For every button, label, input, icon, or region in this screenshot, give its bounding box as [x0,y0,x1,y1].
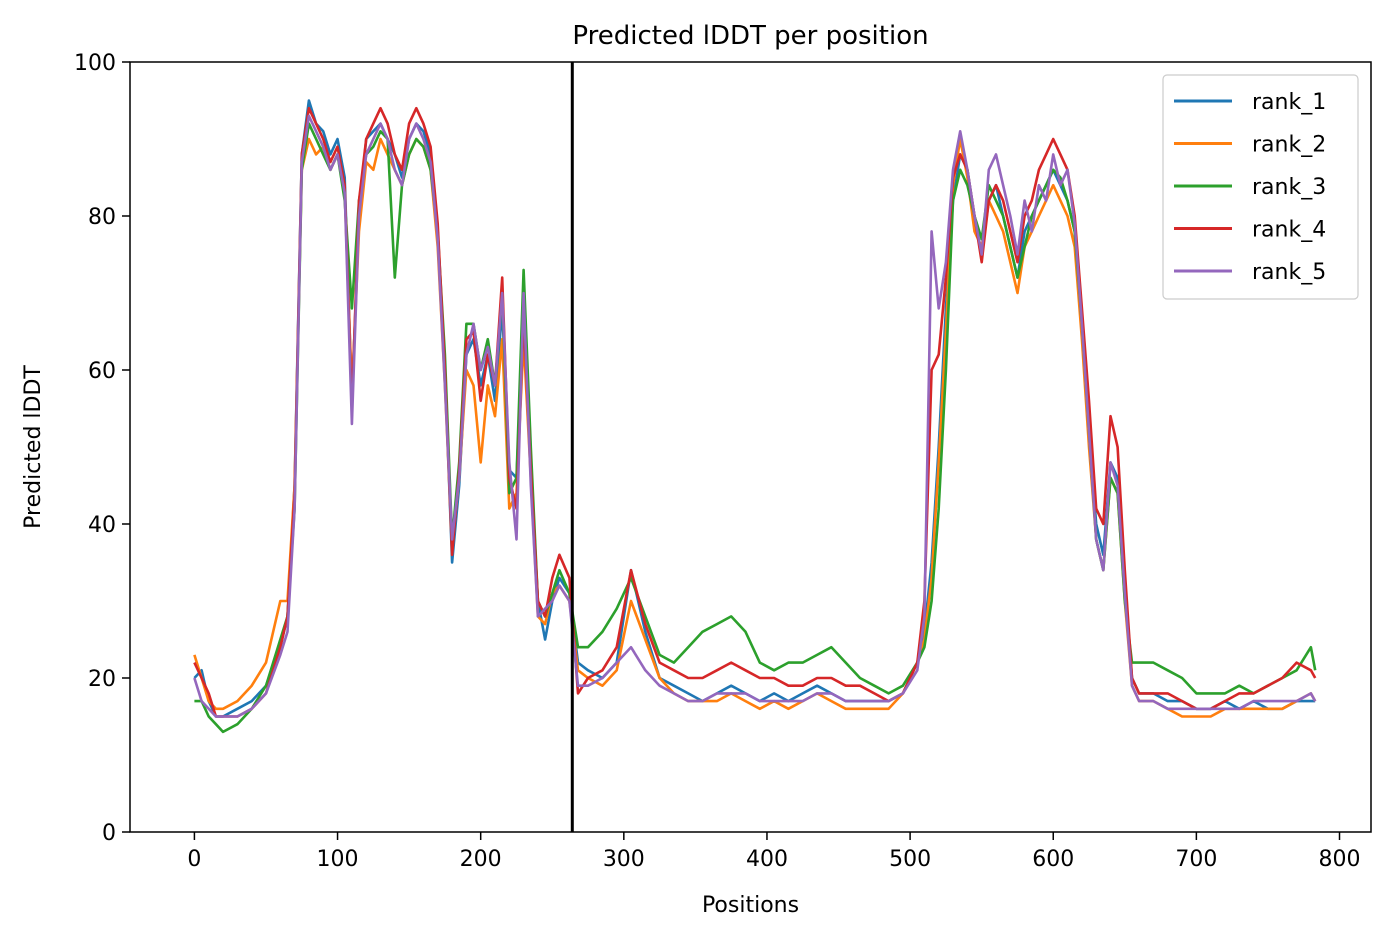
x-tick-label: 800 [1319,847,1361,872]
legend: rank_1 rank_2 rank_3 rank_4 rank_5 [1162,74,1359,300]
series-layer [193,99,1317,734]
x-axis-label: Positions [702,893,799,918]
y-tick-label: 100 [74,51,116,76]
y-tick-label: 0 [102,821,116,846]
plot-frame [129,61,1372,833]
legend-label-rank_2: rank_2 [1252,133,1326,158]
x-tick-label: 600 [1032,847,1074,872]
series-line-rank_4 [193,106,1317,718]
x-tick-label: 100 [317,847,359,872]
x-tick-label: 200 [460,847,502,872]
legend-label-rank_3: rank_3 [1252,175,1326,200]
x-tick-label: 400 [746,847,788,872]
chart-title: Predicted lDDT per position [572,21,928,51]
x-tick-label: 500 [889,847,931,872]
legend-label-rank_5: rank_5 [1252,260,1326,285]
x-axis-ticks: 0 100 200 300 400 500 600 700 800 [187,832,1361,872]
y-axis-label: Predicted lDDT [21,365,46,529]
series-line-rank_5 [193,114,1317,718]
x-tick-label: 0 [187,847,201,872]
legend-box [1162,74,1359,300]
x-tick-label: 700 [1175,847,1217,872]
x-tick-label: 300 [603,847,645,872]
y-tick-label: 20 [88,667,116,692]
legend-label-rank_4: rank_4 [1252,218,1326,243]
y-tick-label: 40 [88,513,116,538]
y-tick-label: 60 [88,359,116,384]
legend-label-rank_1: rank_1 [1252,90,1326,115]
y-axis-ticks: 0 20 40 60 80 100 [74,51,130,846]
y-tick-label: 80 [88,205,116,230]
